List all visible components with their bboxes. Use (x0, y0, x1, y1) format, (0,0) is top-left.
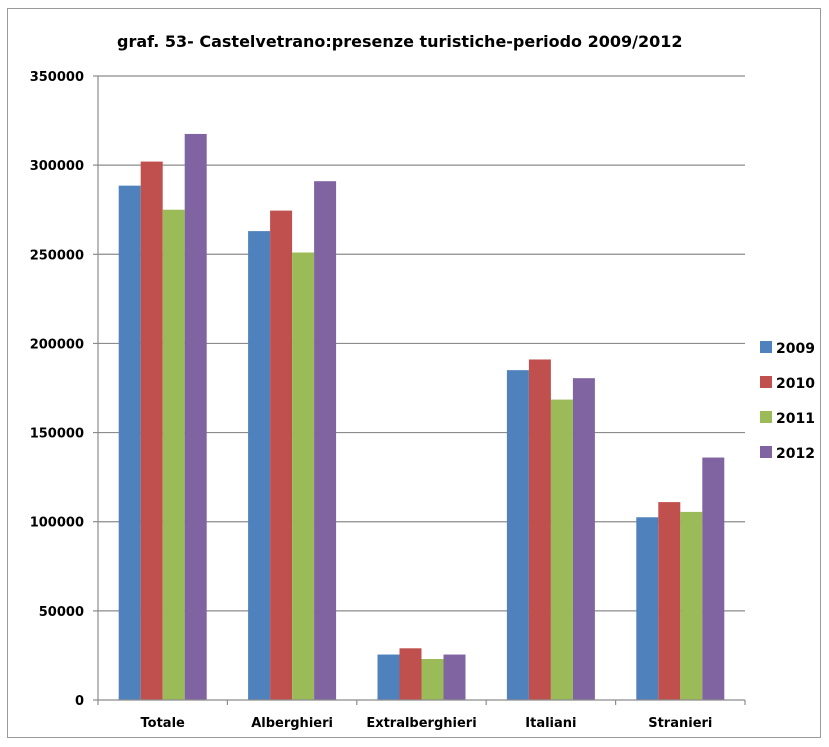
legend-label: 2012 (776, 446, 815, 462)
bar-2011-totale (162, 209, 185, 700)
chart-frame (7, 8, 821, 738)
y-tick-label: 0 (75, 694, 84, 709)
bar-2012-extralberghieri (443, 654, 466, 700)
y-axis-ticks: 0 50000 100000 150000 200000 250000 300000 3500… (30, 70, 84, 709)
x-tick-label: Totale (141, 716, 186, 731)
legend-swatch-2009 (760, 341, 772, 353)
x-axis-ticks: Totale Alberghieri Extralberghieri Italiani… (141, 716, 713, 731)
bar-2010-italiani (528, 359, 551, 700)
bar-2012-alberghieri (314, 181, 337, 700)
axes (93, 75, 746, 705)
legend-label: 2011 (776, 411, 815, 427)
legend-swatch-2010 (760, 376, 772, 388)
bar-2012-totale (184, 133, 207, 700)
y-tick-label: 350000 (30, 70, 84, 85)
bar-2010-extralberghieri (399, 648, 422, 700)
bar-2009-alberghieri (248, 231, 271, 700)
y-tick-label: 300000 (30, 159, 84, 174)
bar-2009-extralberghieri (377, 654, 400, 700)
bar-2011-italiani (550, 399, 573, 700)
bar-2009-italiani (506, 370, 529, 700)
legend-swatch-2011 (760, 411, 772, 423)
x-tick-label: Extralberghieri (366, 716, 476, 731)
x-tick-label: Stranieri (648, 716, 712, 731)
legend-label: 2010 (776, 376, 815, 392)
bar-2011-alberghieri (292, 252, 315, 700)
x-tick-label: Alberghieri (251, 716, 333, 731)
bar-2011-extralberghieri (421, 658, 444, 700)
bar-2012-italiani (572, 378, 595, 700)
y-tick-label: 100000 (30, 516, 84, 531)
bar-2010-stranieri (658, 502, 681, 700)
bar-2010-alberghieri (270, 210, 293, 700)
legend-label: 2009 (776, 341, 815, 357)
legend-swatch-2012 (760, 446, 772, 458)
bar-2009-totale (118, 185, 141, 700)
y-tick-label: 250000 (30, 248, 84, 263)
y-tick-label: 200000 (30, 337, 84, 352)
bar-2010-totale (140, 161, 163, 700)
legend: 2009 2010 2011 2012 (760, 341, 815, 462)
bar-2009-stranieri (636, 517, 659, 700)
bar-2012-stranieri (702, 457, 725, 700)
y-tick-label: 150000 (30, 427, 84, 442)
bar-2011-stranieri (680, 511, 703, 700)
chart-title: graf. 53- Castelvetrano:presenze turisti… (117, 32, 683, 51)
bars (118, 133, 725, 700)
y-tick-label: 50000 (39, 605, 84, 620)
x-tick-label: Italiani (525, 716, 576, 731)
